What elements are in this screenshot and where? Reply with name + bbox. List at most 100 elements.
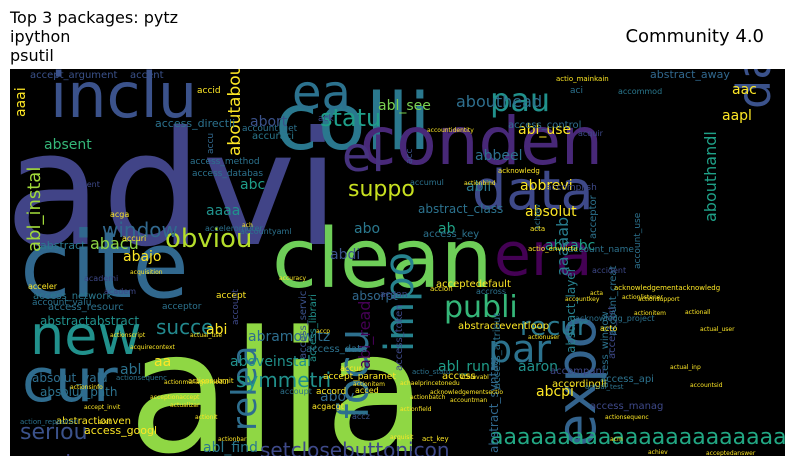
cloud-word: acknowledg (498, 167, 540, 175)
cloud-word: seriou (20, 420, 88, 445)
cloud-word: accountman (450, 397, 487, 404)
cloud-word: accp (316, 328, 330, 335)
cloud-word: aaron (518, 359, 558, 375)
cloud-word: actionscript (110, 332, 146, 339)
cloud-word: actionbar (218, 436, 247, 443)
cloud-word: accoupt (280, 387, 312, 396)
cloud-word: abstract_away (650, 69, 730, 81)
cloud-word: acta (590, 290, 603, 297)
cloud-word: cur (22, 346, 118, 416)
cloud-word: acto (600, 324, 617, 333)
cloud-word: era (494, 220, 592, 290)
cloud-word: account_creat (608, 265, 619, 336)
cloud-word: acgan (380, 290, 407, 300)
cloud-word: accent (130, 70, 164, 81)
cloud-word: acga (110, 210, 129, 219)
cloud-word: accept_argument (30, 70, 118, 81)
cloud-word: actionsequenc (605, 414, 649, 421)
cloud-word: abcabc (545, 238, 595, 254)
cloud-word: suppo (348, 177, 415, 202)
cloud-word: acgacgt (312, 402, 344, 411)
cloud-word: access_api (600, 374, 654, 385)
cloud-word: el (342, 127, 385, 183)
cloud-word: clean (272, 212, 493, 307)
cloud-word: absent (44, 137, 92, 153)
cloud-word: conden (360, 103, 603, 180)
cloud-word: acet (98, 419, 112, 426)
cloud-word: abl_find (203, 440, 258, 456)
cloud-word: inclu (50, 69, 197, 132)
cloud-word: new (30, 304, 142, 367)
cloud-word: abort (250, 114, 288, 130)
cloud-word: aa (154, 354, 171, 370)
cloud-word: acceptedefault (436, 279, 511, 290)
cloud-word: impo (377, 252, 423, 352)
cloud-word: previou (16, 452, 99, 456)
cloud-word: abramowitz (248, 329, 330, 345)
cloud-word: absolut_path (40, 385, 118, 399)
cloud-word: act_key (422, 435, 449, 443)
cloud-word: access_databas (192, 169, 263, 179)
cloud-word: actio_envvirtu (528, 245, 578, 253)
cloud-word: access_token (394, 304, 405, 371)
cloud-word: abl_see (378, 98, 431, 114)
cloud-word: account_get (242, 124, 298, 134)
cloud-word: aaai (13, 87, 29, 117)
cloud-word: abstractionven (56, 416, 131, 427)
cloud-word: actual_user (700, 326, 735, 333)
cloud-word: accent (73, 180, 100, 189)
cloud-word: aboutabout (225, 69, 245, 156)
cloud-word: abc (240, 177, 265, 193)
cloud-word: acm (610, 436, 623, 443)
cloud-word: action_repositori (20, 418, 78, 426)
cloud-word: actio_statu (412, 368, 450, 376)
cloud-word: abbeel (475, 148, 522, 164)
cloud-word: achaelprincetonedu (400, 380, 460, 387)
cloud-word: acta (530, 225, 545, 233)
cloud-word: statu (320, 104, 381, 132)
cloud-word: cite (20, 212, 189, 319)
cloud-word: accountyaml (240, 227, 292, 236)
cloud-word: absorpt (352, 289, 398, 303)
cloud-word: accid (197, 86, 221, 96)
cloud-word: accept_invit (84, 404, 121, 411)
cloud-word: advi (10, 98, 340, 282)
cloud-word: abouthandl (701, 131, 720, 222)
cloud-word: acquir (578, 129, 604, 138)
package-psutil: psutil (10, 46, 54, 65)
cloud-word: acced (355, 386, 379, 395)
cloud-word: actionsupport (638, 296, 680, 303)
cloud-word: accz (352, 412, 370, 421)
cloud-word: access_googl (84, 424, 157, 437)
cloud-word: expo (545, 315, 608, 447)
top-packages-first: Top 3 packages: pytz (10, 8, 179, 27)
cloud-word: aboveinstal (230, 354, 311, 370)
cloud-word: actionbind (464, 180, 496, 187)
cloud-word: acceler (28, 282, 58, 291)
cloud-word: actual_test (585, 383, 624, 391)
cloud-word: databacurio (727, 69, 781, 109)
cloud-word: aci (570, 86, 583, 96)
cloud-word: symmetri (236, 368, 331, 392)
cloud-word: abajo (123, 249, 162, 265)
cloud-word: ach (242, 222, 253, 229)
cloud-word: account (231, 289, 241, 325)
cloud-word: accomplish (546, 183, 597, 193)
cloud-word: bia (610, 454, 785, 456)
cloud-word: achiev (648, 449, 668, 456)
cloud-word: relea (225, 346, 265, 431)
cloud-word: obviou (165, 224, 252, 254)
cloud-word: abstract_class (418, 202, 503, 216)
cloud-word: access_manag (590, 401, 663, 412)
cloud-word: access_method (190, 157, 260, 167)
cloud-word: accuracy (279, 275, 307, 282)
cloud-word: academ (104, 287, 136, 296)
cloud-word: aac (732, 82, 757, 98)
cloud-word: accordingli (552, 379, 607, 390)
cloud-word: abcpi (536, 384, 574, 400)
cloud-word: abl_run (438, 359, 490, 375)
cloud-word: access_attribut (492, 313, 503, 389)
cloud-word: acknowledg_project (575, 314, 655, 323)
cloud-word: abstract_syntax (487, 357, 501, 453)
